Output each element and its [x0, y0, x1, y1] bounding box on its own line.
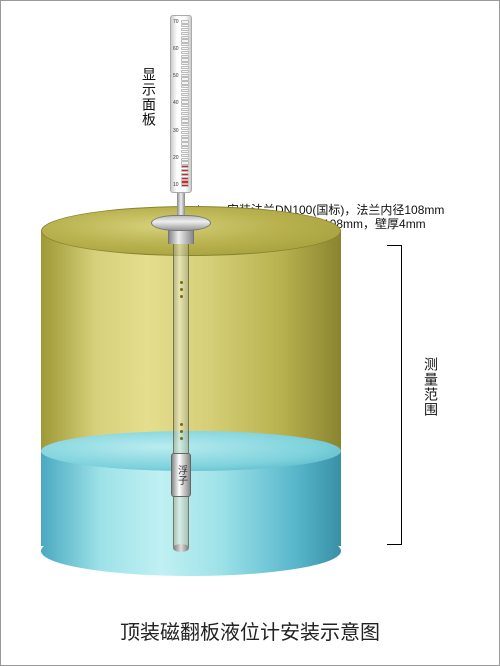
panel-flap: [181, 104, 189, 107]
panel-flap: [181, 119, 189, 122]
panel-flap: [181, 77, 189, 80]
panel-flap: [181, 180, 189, 183]
panel-flap: [181, 142, 189, 145]
panel-flap: [181, 116, 189, 119]
panel-flap: [181, 24, 189, 27]
float-label: 浮子: [174, 465, 189, 485]
panel-flap: [181, 81, 189, 84]
panel-flap: [181, 97, 189, 100]
panel-flaps: [181, 20, 189, 188]
panel-flap: [181, 39, 189, 42]
panel-tick: 10: [173, 183, 180, 188]
panel-flap: [181, 47, 189, 50]
panel-flap: [181, 100, 189, 103]
panel-flap: [181, 112, 189, 115]
panel-flap: [181, 51, 189, 54]
panel-scale: 70 60 50 40 30 20 10: [173, 20, 180, 188]
panel-flap: [181, 169, 189, 172]
mounting-flange: [151, 215, 211, 231]
panel-tick: 60: [173, 47, 180, 52]
tank: [41, 231, 341, 571]
panel-flap: [181, 161, 189, 164]
panel-flap: [181, 158, 189, 161]
tube-perforations-lower: [177, 423, 185, 440]
label-range: 测量范围: [421, 357, 441, 417]
range-bracket: [401, 245, 402, 545]
panel-flap: [181, 36, 189, 39]
panel-flap: [181, 150, 189, 153]
panel-tick: 30: [173, 129, 180, 134]
panel-flap: [181, 108, 189, 111]
panel-flap: [181, 177, 189, 180]
panel-flap: [181, 93, 189, 96]
panel-flap: [181, 20, 189, 23]
tube-perforations-upper: [177, 281, 185, 298]
panel-flap: [181, 154, 189, 157]
panel-flap: [181, 173, 189, 176]
panel-flap: [181, 58, 189, 61]
panel-tick: 40: [173, 101, 180, 106]
panel-tick: 20: [173, 156, 180, 161]
panel-tick: 70: [173, 20, 180, 25]
panel-flap: [181, 55, 189, 58]
panel-flap: [181, 28, 189, 31]
panel-flap: [181, 146, 189, 149]
panel-flap: [181, 184, 189, 187]
panel-flap: [181, 66, 189, 69]
panel-flap: [181, 43, 189, 46]
indicator-panel: 70 60 50 40 30 20 10: [170, 15, 192, 193]
diagram-caption: 顶装磁翻板液位计安装示意图: [1, 616, 499, 645]
panel-flap: [181, 131, 189, 134]
panel-flap: [181, 74, 189, 77]
panel-flap: [181, 138, 189, 141]
panel-flap: [181, 89, 189, 92]
float: 浮子: [171, 453, 191, 497]
panel-flap: [181, 32, 189, 35]
panel-flap: [181, 62, 189, 65]
diagram-canvas: 70605040302010 浮子 显示面板 不锈钢浮子保护导筒 测量范围 安装…: [1, 1, 499, 665]
panel-flap: [181, 123, 189, 126]
liquid-surface: [41, 431, 341, 471]
panel-flap: [181, 85, 189, 88]
tank-bottom: [41, 526, 341, 576]
panel-flap: [181, 127, 189, 130]
panel-stem: [177, 193, 185, 217]
panel-flap: [181, 135, 189, 138]
panel-flap: [181, 165, 189, 168]
label-panel: 显示面板: [139, 67, 159, 127]
panel-flap: [181, 70, 189, 73]
panel-tick: 50: [173, 74, 180, 79]
tank-gas-space: [41, 231, 341, 451]
